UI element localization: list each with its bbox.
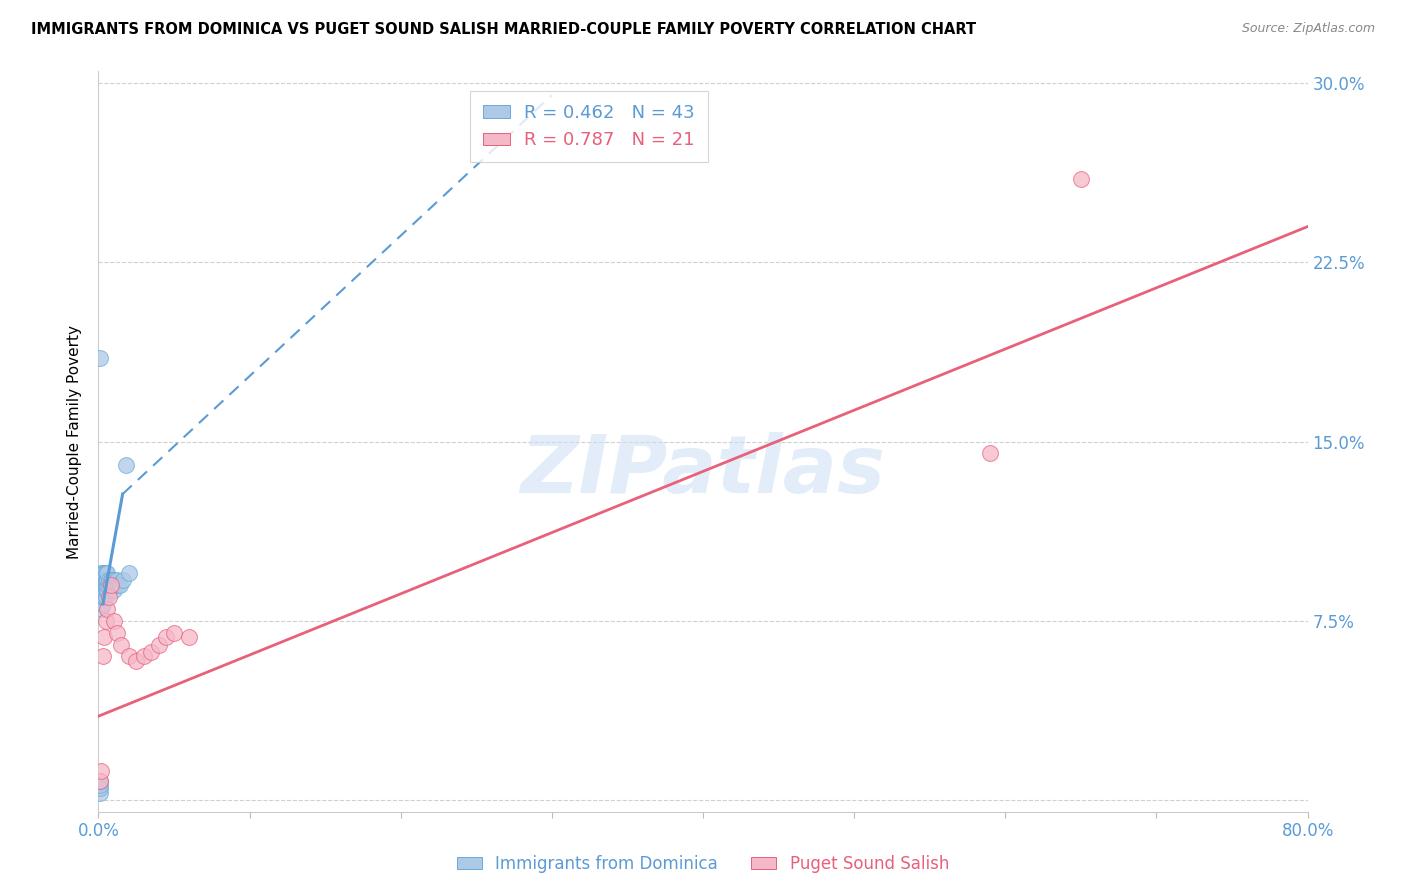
Text: IMMIGRANTS FROM DOMINICA VS PUGET SOUND SALISH MARRIED-COUPLE FAMILY POVERTY COR: IMMIGRANTS FROM DOMINICA VS PUGET SOUND … [31,22,976,37]
Legend: Immigrants from Dominica, Puget Sound Salish: Immigrants from Dominica, Puget Sound Sa… [450,848,956,880]
Point [111,573,134,587]
Point [179,631,201,645]
Text: ZIPatlas: ZIPatlas [520,432,886,510]
Legend: R = 0.462   N = 43, R = 0.787   N = 21: R = 0.462 N = 43, R = 0.787 N = 21 [470,92,707,161]
Point [89,773,111,788]
Point [100,578,122,592]
Point [91,590,114,604]
Point [91,578,114,592]
Point [148,638,170,652]
Point [114,458,136,473]
Point [107,578,129,592]
Point [90,601,112,615]
Point [93,631,115,645]
Point [101,578,124,592]
Point [94,590,117,604]
Point [141,645,163,659]
Point [979,446,1001,460]
Point [91,597,114,611]
Point [93,566,115,580]
Point [96,582,118,597]
Y-axis label: Married-Couple Family Poverty: Married-Couple Family Poverty [67,325,83,558]
Point [125,654,148,668]
Point [96,578,118,592]
Point [132,649,155,664]
Point [110,638,132,652]
Point [96,601,118,615]
Point [108,578,131,592]
Point [94,566,117,580]
Point [163,625,186,640]
Point [94,573,117,587]
Point [94,614,117,628]
Point [91,573,114,587]
Point [118,649,141,664]
Point [118,566,141,580]
Point [104,578,127,592]
Point [98,590,121,604]
Point [101,573,124,587]
Point [91,649,114,664]
Point [100,573,122,587]
Point [90,578,112,592]
Point [89,773,111,788]
Point [93,573,115,587]
Point [98,573,121,587]
Point [105,625,128,640]
Point [103,573,125,587]
Point [89,780,111,795]
Point [96,573,118,587]
Point [100,578,122,592]
Point [90,764,112,778]
Point [90,566,112,580]
Point [89,786,111,800]
Text: Source: ZipAtlas.com: Source: ZipAtlas.com [1241,22,1375,36]
Point [96,566,118,580]
Point [103,614,125,628]
Point [89,779,111,793]
Point [1070,171,1092,186]
Point [93,578,115,592]
Point [89,351,111,365]
Point [103,582,125,597]
Point [94,582,117,597]
Point [93,590,115,604]
Point [90,590,112,604]
Point [93,582,115,597]
Point [98,578,121,592]
Point [155,631,177,645]
Point [91,566,114,580]
Point [94,578,117,592]
Point [105,573,128,587]
